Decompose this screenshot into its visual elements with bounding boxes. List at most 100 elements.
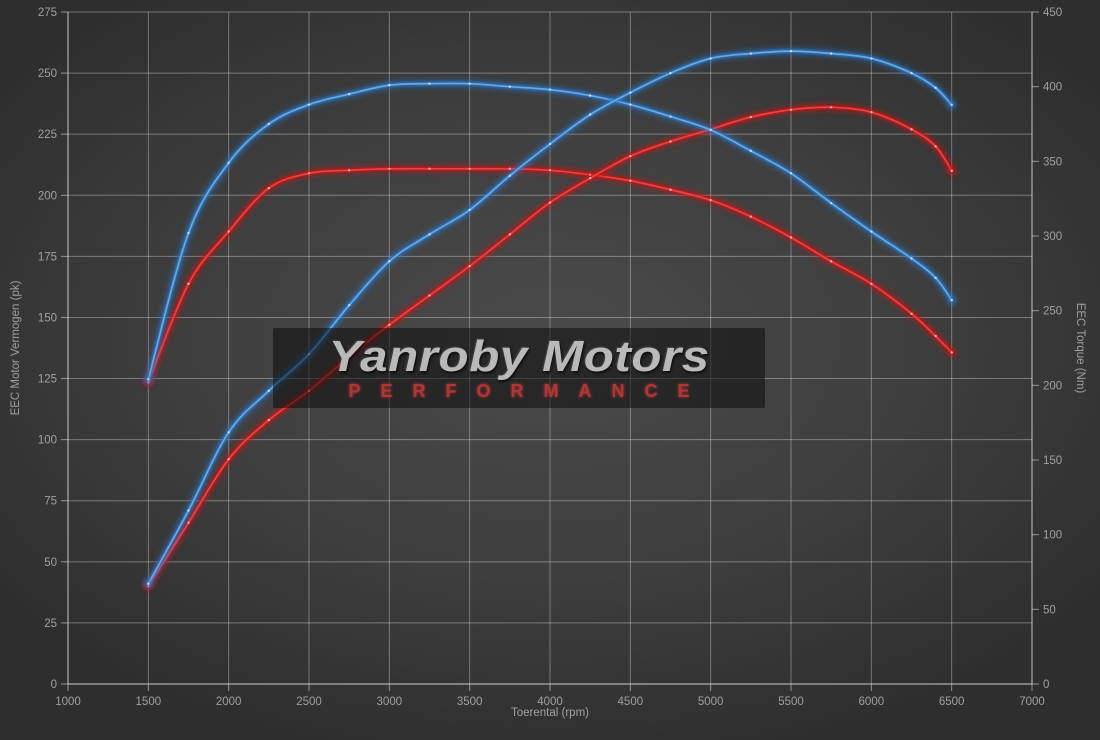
torque-red-point	[388, 167, 391, 170]
torque-blue-point	[468, 82, 471, 85]
torque-red-point	[870, 282, 873, 285]
tick-labels: 1000 1500 2000 2500 3000 3500 4000 4500 5000 5500…	[38, 7, 1062, 708]
y-left-tick-label: 150	[38, 312, 57, 324]
torque-blue-point	[508, 85, 512, 88]
torque-blue-point	[789, 172, 793, 175]
vermogen-blue-point	[669, 71, 672, 75]
torque-blue-point	[147, 378, 150, 381]
x-tick-label: 4500	[618, 696, 644, 708]
vermogen-red-point	[910, 128, 913, 131]
torque-blue-point	[950, 299, 953, 302]
x-tick-label: 6000	[859, 696, 885, 708]
torque-blue-point	[307, 103, 311, 106]
torque-blue-point	[910, 257, 913, 260]
torque-blue-point	[187, 231, 190, 235]
torque-blue-curve	[144, 79, 956, 384]
x-axis-label: Toerental (rpm)	[511, 707, 589, 719]
torque-blue-point	[588, 94, 592, 97]
y-right-tick-label: 250	[1043, 306, 1062, 318]
x-tick-label: 4000	[537, 696, 563, 708]
vermogen-blue-point	[934, 86, 937, 89]
vermogen-red-core	[147, 106, 953, 588]
torque-blue-point	[709, 128, 712, 132]
vermogen-blue-point	[629, 91, 632, 94]
y-left-tick-label: 175	[38, 251, 57, 263]
torque-red-point	[629, 179, 632, 182]
vermogen-blue-point	[829, 52, 833, 55]
torque-blue-point	[388, 83, 391, 87]
torque-red-point	[468, 167, 471, 170]
watermark-subtitle: PERFORMANCE	[348, 381, 710, 401]
torque-red-point	[428, 167, 431, 170]
vermogen-blue-point	[950, 103, 953, 107]
vermogen-red-point	[934, 145, 937, 148]
torque-blue-point	[870, 230, 873, 233]
torque-red-point	[508, 167, 512, 170]
vermogen-red-point	[829, 106, 833, 109]
vermogen-red-point	[227, 457, 230, 461]
vermogen-blue-point	[588, 113, 592, 116]
vermogen-blue-point	[709, 57, 712, 60]
y-left-tick-label: 100	[38, 435, 57, 447]
torque-blue-point	[669, 115, 672, 118]
x-tick-label: 2500	[296, 696, 322, 708]
vermogen-red-point	[508, 233, 512, 236]
torque-red-point	[267, 187, 271, 190]
torque-blue-point	[749, 149, 753, 153]
y-right-tick-label: 100	[1043, 530, 1062, 542]
torque-red-point	[227, 230, 230, 233]
y-right-tick-label: 0	[1043, 679, 1049, 691]
x-tick-label: 6500	[939, 696, 965, 708]
y-left-tick-label: 0	[51, 679, 57, 691]
vermogen-blue-point	[227, 431, 230, 434]
x-tick-label: 1000	[55, 696, 81, 708]
vermogen-red-point	[870, 110, 873, 114]
vermogen-blue-point	[749, 52, 753, 55]
vermogen-blue-point	[347, 304, 351, 307]
x-tick-label: 5500	[778, 696, 804, 708]
y-right-tick-label: 200	[1043, 380, 1062, 392]
x-tick-label: 7000	[1019, 696, 1045, 708]
torque-red-point	[789, 236, 793, 239]
vermogen-blue-point	[468, 208, 471, 212]
y-right-tick-label: 400	[1043, 82, 1062, 94]
vermogen-red-point	[468, 264, 471, 268]
torque-red-point	[187, 282, 190, 285]
y-right-tick-label: 150	[1043, 455, 1062, 467]
torque-blue-point	[347, 92, 351, 96]
vermogen-blue-curve	[144, 47, 956, 588]
torque-red-point	[709, 198, 712, 202]
torque-red-point	[910, 312, 913, 315]
torque-red-point	[934, 334, 937, 338]
y-left-tick-label: 275	[38, 7, 57, 19]
vermogen-red-point	[749, 115, 753, 119]
y-left-tick-label: 25	[44, 618, 57, 630]
x-tick-label: 3500	[457, 696, 483, 708]
vermogen-red-point	[267, 418, 271, 422]
y-axis-label-left: EEC Motor Vermogen (pk)	[10, 280, 22, 415]
vermogen-blue-point	[548, 142, 552, 146]
torque-red-point	[307, 172, 311, 175]
vermogen-blue-point	[388, 260, 391, 263]
x-tick-label: 1500	[136, 696, 162, 708]
vermogen-blue-point	[910, 71, 913, 75]
torque-blue-point	[548, 88, 552, 91]
vermogen-blue-point	[187, 509, 190, 512]
y-left-tick-label: 225	[38, 129, 57, 141]
watermark: Yanroby Motors PERFORMANCE	[273, 328, 765, 408]
curves	[144, 47, 956, 591]
vermogen-blue-point	[267, 389, 271, 392]
torque-red-point	[829, 260, 833, 263]
vermogen-blue-point	[870, 57, 873, 60]
vermogen-red-point	[950, 169, 953, 173]
torque-red-point	[347, 169, 351, 172]
vermogen-red-point	[428, 294, 431, 297]
torque-red-point	[548, 169, 552, 172]
x-tick-label: 5000	[698, 696, 724, 708]
torque-blue-point	[428, 82, 431, 85]
torque-blue-point	[629, 103, 632, 106]
vermogen-blue-point	[428, 233, 431, 236]
torque-red-point	[749, 215, 753, 218]
